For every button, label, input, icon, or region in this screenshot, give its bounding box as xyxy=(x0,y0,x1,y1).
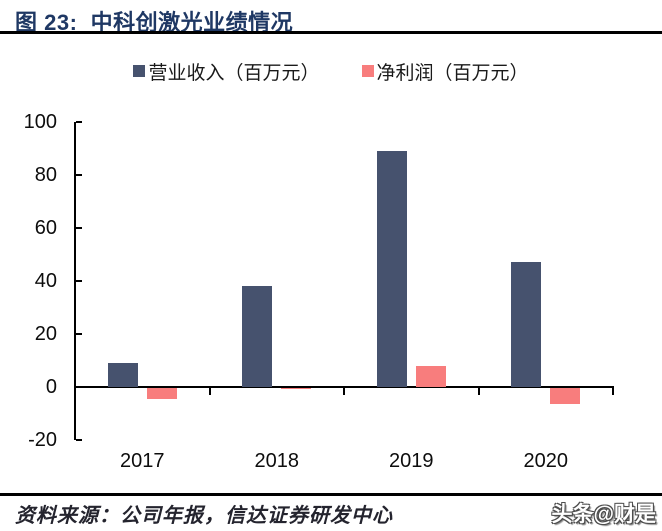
x-tick xyxy=(343,388,345,395)
y-tick xyxy=(76,333,82,335)
y-tick xyxy=(76,280,82,282)
x-tick xyxy=(477,388,480,395)
y-tick xyxy=(76,121,82,123)
footer-divider xyxy=(0,493,662,496)
bar-revenue-2019 xyxy=(376,151,407,387)
figure-title: 图 23: 中科创激光业绩情况 xyxy=(15,10,294,35)
y-tick-label: 80 xyxy=(34,164,57,186)
revenue-swatch-icon xyxy=(133,65,146,77)
y-tick-label: -20 xyxy=(28,429,57,451)
bar-net-profit-2018 xyxy=(281,388,312,390)
x-axis-line xyxy=(74,386,614,388)
bar-net-profit-2019 xyxy=(415,365,446,387)
y-tick xyxy=(76,386,82,388)
y-tick-label: 60 xyxy=(34,217,57,239)
legend-label-net-profit: 净利润（百万元） xyxy=(376,62,529,84)
y-tick-label: 100 xyxy=(23,111,57,133)
y-tick xyxy=(76,174,82,176)
x-axis-label-2019: 2019 xyxy=(389,450,434,472)
y-tick xyxy=(76,227,82,229)
y-tick-label: 40 xyxy=(34,270,57,292)
x-axis-label-2018: 2018 xyxy=(254,450,300,472)
bar-revenue-2017 xyxy=(107,363,138,387)
x-axis-label-2020: 2020 xyxy=(523,450,569,472)
x-tick xyxy=(612,388,614,395)
y-tick xyxy=(76,439,82,441)
bar-revenue-2020 xyxy=(511,262,542,387)
bar-revenue-2018 xyxy=(242,286,273,387)
title-divider xyxy=(0,31,662,34)
chart-legend: 营业收入（百万元） 净利润（百万元） xyxy=(0,58,662,85)
source-note: 资料来源：公司年报，信达证券研发中心 xyxy=(15,505,393,527)
y-tick-label: 0 xyxy=(45,376,57,398)
y-tick-label: 20 xyxy=(34,323,57,345)
bar-net-profit-2017 xyxy=(146,388,177,399)
y-axis-line xyxy=(74,122,76,440)
x-tick xyxy=(208,388,211,395)
legend-label-revenue: 营业收入（百万元） xyxy=(148,62,320,84)
net-profit-swatch-icon xyxy=(361,65,374,77)
bar-net-profit-2020 xyxy=(550,388,581,404)
legend-item-net-profit: 净利润（百万元） xyxy=(361,58,529,85)
x-axis-label-2017: 2017 xyxy=(120,450,165,472)
legend-item-revenue: 营业收入（百万元） xyxy=(133,58,320,85)
watermark: 头条@财是 xyxy=(551,503,656,526)
